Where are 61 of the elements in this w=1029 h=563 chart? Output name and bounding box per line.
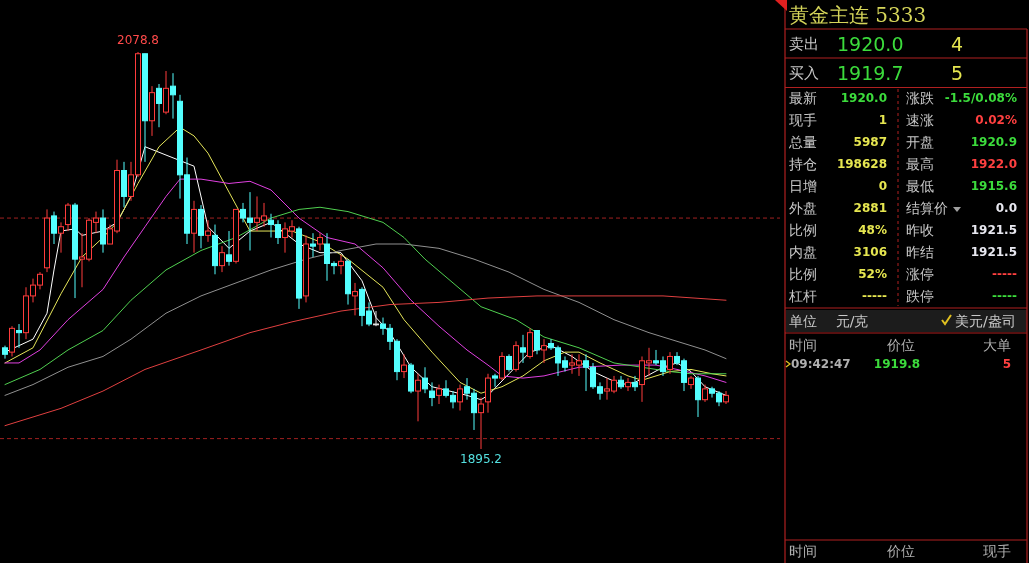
text: -1.5/0.08% bbox=[944, 91, 1017, 105]
text: 跌停 bbox=[906, 288, 934, 304]
text: 1920.0 bbox=[840, 91, 887, 105]
text: 单位 bbox=[789, 313, 817, 329]
text: 48% bbox=[858, 223, 887, 237]
text: 结算价 bbox=[906, 200, 948, 216]
text: 0.0 bbox=[995, 201, 1017, 215]
text: 1919.8 bbox=[873, 357, 921, 371]
text: 日增 bbox=[789, 178, 817, 194]
text: 比例 bbox=[789, 222, 817, 238]
text: 涨停 bbox=[906, 266, 934, 282]
text: ----- bbox=[862, 289, 888, 303]
text: 5 bbox=[950, 62, 964, 84]
text: 卖出 bbox=[789, 35, 819, 53]
text: 元/克 bbox=[835, 313, 869, 329]
text: 09:42:47 bbox=[791, 357, 851, 371]
text: 比例 bbox=[789, 266, 817, 282]
text: 速涨 bbox=[906, 112, 934, 128]
text: 价位 bbox=[886, 337, 915, 353]
text: 杠杆 bbox=[788, 288, 817, 304]
text: 1919.7 bbox=[837, 62, 904, 84]
text: 开盘 bbox=[906, 134, 934, 150]
annotation: 2078.8 bbox=[117, 33, 159, 47]
text: 0.02% bbox=[975, 113, 1017, 127]
text: 昨收 bbox=[906, 222, 934, 238]
text: 1921.5 bbox=[970, 223, 1017, 237]
text: 外盘 bbox=[789, 200, 817, 216]
text: 大单 bbox=[983, 337, 1011, 353]
text: 美元/盎司 bbox=[955, 313, 1016, 329]
text: 1 bbox=[878, 113, 887, 127]
text: 最低 bbox=[906, 178, 934, 194]
text: 时间 bbox=[789, 337, 817, 353]
text: 涨跌 bbox=[906, 90, 934, 106]
text: 昨结 bbox=[906, 244, 934, 260]
annotation: 1895.2 bbox=[460, 452, 502, 466]
text: 持仓 bbox=[789, 156, 817, 172]
text: 1922.0 bbox=[970, 157, 1017, 171]
text: 3106 bbox=[853, 245, 887, 259]
text: 黄金主连 5333 bbox=[789, 3, 927, 27]
text: 0 bbox=[878, 179, 887, 193]
text: 现手 bbox=[789, 112, 817, 128]
text: ----- bbox=[992, 267, 1018, 281]
text: 1920.9 bbox=[970, 135, 1017, 149]
text: 总量 bbox=[788, 134, 817, 150]
text: 52% bbox=[858, 267, 887, 281]
text: 现手 bbox=[983, 543, 1011, 559]
text: 1921.5 bbox=[970, 245, 1017, 259]
text: 价位 bbox=[886, 543, 915, 559]
text: 最新 bbox=[789, 90, 817, 106]
text: 198628 bbox=[836, 157, 887, 171]
text: 买入 bbox=[789, 64, 819, 82]
text: 5 bbox=[1002, 357, 1011, 371]
text: 内盘 bbox=[789, 244, 817, 260]
text: 时间 bbox=[789, 543, 817, 559]
text: ----- bbox=[992, 289, 1018, 303]
text: 4 bbox=[950, 33, 964, 55]
text: 最高 bbox=[906, 156, 934, 172]
text: 2881 bbox=[853, 201, 887, 215]
text: 5987 bbox=[853, 135, 887, 149]
text: 1920.0 bbox=[837, 33, 904, 55]
text: 1915.6 bbox=[970, 179, 1017, 193]
